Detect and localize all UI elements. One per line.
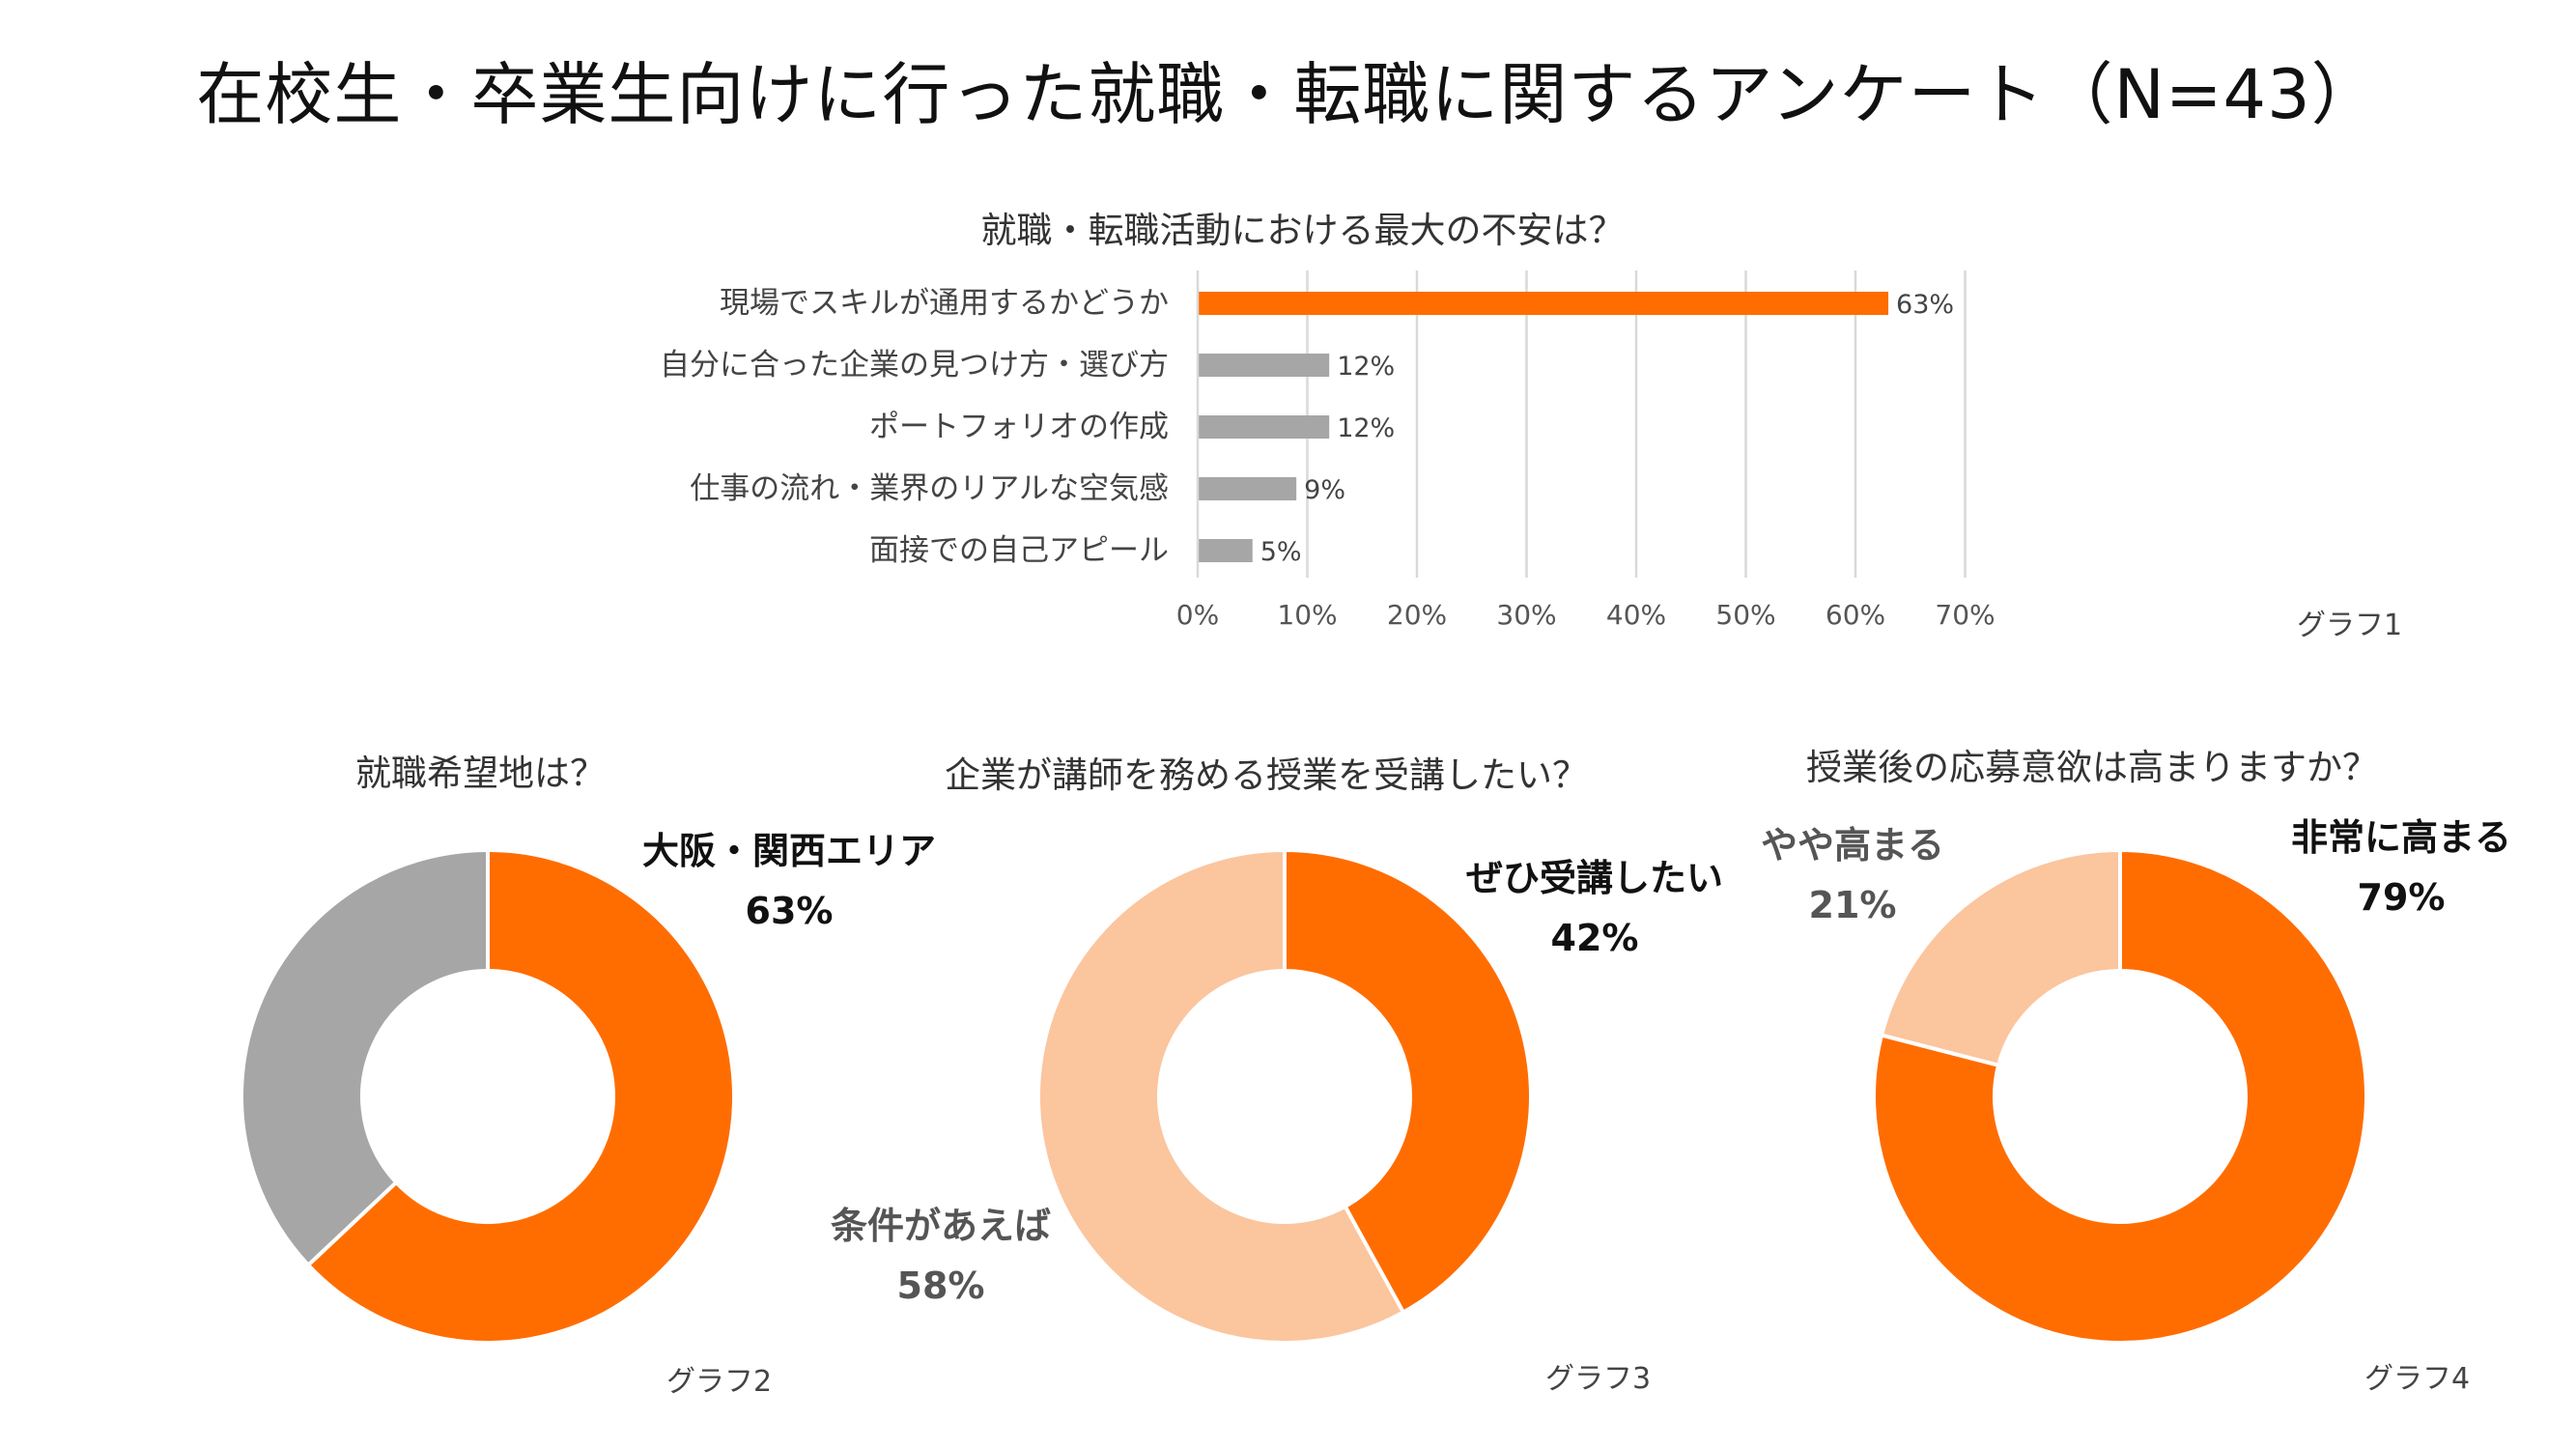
graph-label-3: グラフ3 [1545, 1362, 1652, 1396]
data-label: 63% [1896, 290, 1954, 320]
category-label: ポートフォリオの作成 [869, 410, 1169, 444]
x-tick-label: 40% [1606, 599, 1666, 631]
data-label: 5% [1260, 537, 1302, 567]
category-label: 面接での自己アピール [869, 533, 1169, 568]
bar [1198, 354, 1330, 377]
x-tick-label: 20% [1387, 599, 1447, 631]
x-tick-label: 0% [1176, 599, 1219, 631]
category-label: 仕事の流れ・業界のリアルな空気感 [690, 471, 1169, 506]
donut-2-slice-pct-1: 58% [896, 1264, 985, 1307]
donut-2-slice-pct-0: 42% [1550, 917, 1639, 959]
graph-label-4: グラフ4 [2364, 1362, 2471, 1396]
bar [1198, 415, 1330, 439]
donut-chart-2-title: 企業が講師を務める授業を受講したい？ [945, 754, 1588, 796]
donut-1-label-main: 大阪・関西エリア 63% [642, 833, 936, 929]
donut-1-slice-label: 大阪・関西エリア [642, 830, 937, 872]
data-label: 9% [1304, 475, 1345, 505]
donut-slice [1036, 847, 1406, 1345]
donut-slice [1872, 847, 2368, 1345]
donut-3-slice-pct-0: 79% [2357, 876, 2446, 919]
donut-2-slice-label-1: 条件があえば [831, 1205, 1052, 1247]
donut-3-slice-label-1: やや高まる [1761, 824, 1945, 867]
x-tick-label: 30% [1496, 599, 1556, 631]
donut-3-slice-pct-1: 21% [1808, 884, 1897, 926]
donut-slice [1283, 847, 1533, 1316]
donut-3-label-main: 非常に高まる 79% [2291, 819, 2511, 916]
graph-label-1: グラフ1 [2297, 609, 2403, 642]
donut-slice [305, 847, 736, 1345]
donut-chart-3 [1872, 847, 2368, 1345]
donut-2-label-secondary: 条件があえば 58% [831, 1208, 1051, 1304]
data-label: 12% [1337, 413, 1395, 443]
donut-2-slice-label-0: ぜひ受講したい [1466, 857, 1724, 899]
donut-chart-2 [1036, 847, 1533, 1345]
donut-3-slice-label-0: 非常に高まる [2291, 816, 2512, 859]
bar [1198, 477, 1297, 500]
donut-chart-3-title: 授業後の応募意欲は高まりますか？ [1806, 747, 2378, 788]
bar-chart-title: 就職・転職活動における最大の不安は？ [980, 210, 1625, 251]
graph-label-2: グラフ2 [666, 1365, 773, 1399]
x-tick-label: 60% [1826, 599, 1885, 631]
x-tick-label: 70% [1935, 599, 1995, 631]
donut-3-label-secondary: やや高まる 21% [1761, 827, 1944, 923]
donut-2-label-main: ぜひ受講したい 42% [1466, 860, 1723, 956]
donut-1-slice-pct: 63% [745, 890, 834, 932]
x-tick-label: 50% [1715, 599, 1775, 631]
page-title: 在校生・卒業生向けに行った就職・転職に関するアンケート（N=43） [196, 55, 2380, 134]
donut-slice [1879, 847, 2122, 1068]
category-label: 自分に合った企業の見つけ方・選び方 [660, 348, 1169, 383]
donut-chart-1 [240, 847, 736, 1345]
bar [1198, 539, 1253, 562]
donut-chart-1-title: 就職希望地は？ [355, 753, 606, 794]
bar [1198, 292, 1889, 315]
bar-chart: 0% 10% 20% 30% 40% 50% 60% 70% 現場でスキルが通用するかどうか 63… [660, 270, 1996, 631]
data-label: 12% [1337, 352, 1395, 382]
donut-slice [240, 847, 490, 1268]
x-tick-label: 10% [1277, 599, 1337, 631]
category-label: 現場でスキルが通用するかどうか [720, 286, 1169, 321]
